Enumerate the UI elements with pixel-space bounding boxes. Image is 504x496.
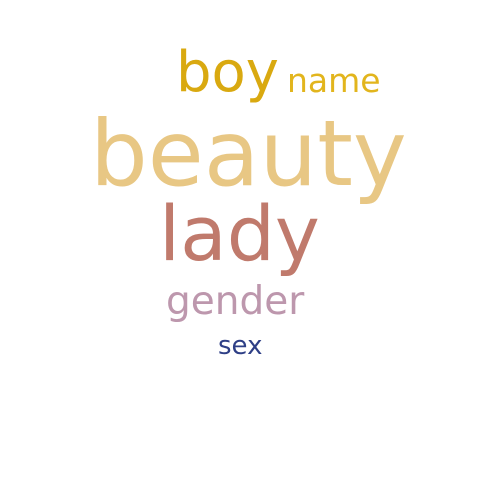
word-beauty: beauty xyxy=(90,102,407,207)
word-lady: lady xyxy=(159,189,320,278)
word-name: name xyxy=(287,61,381,100)
word-boy: boy xyxy=(176,40,279,105)
word-gender: gender xyxy=(166,279,305,324)
word-sex: sex xyxy=(218,331,263,361)
